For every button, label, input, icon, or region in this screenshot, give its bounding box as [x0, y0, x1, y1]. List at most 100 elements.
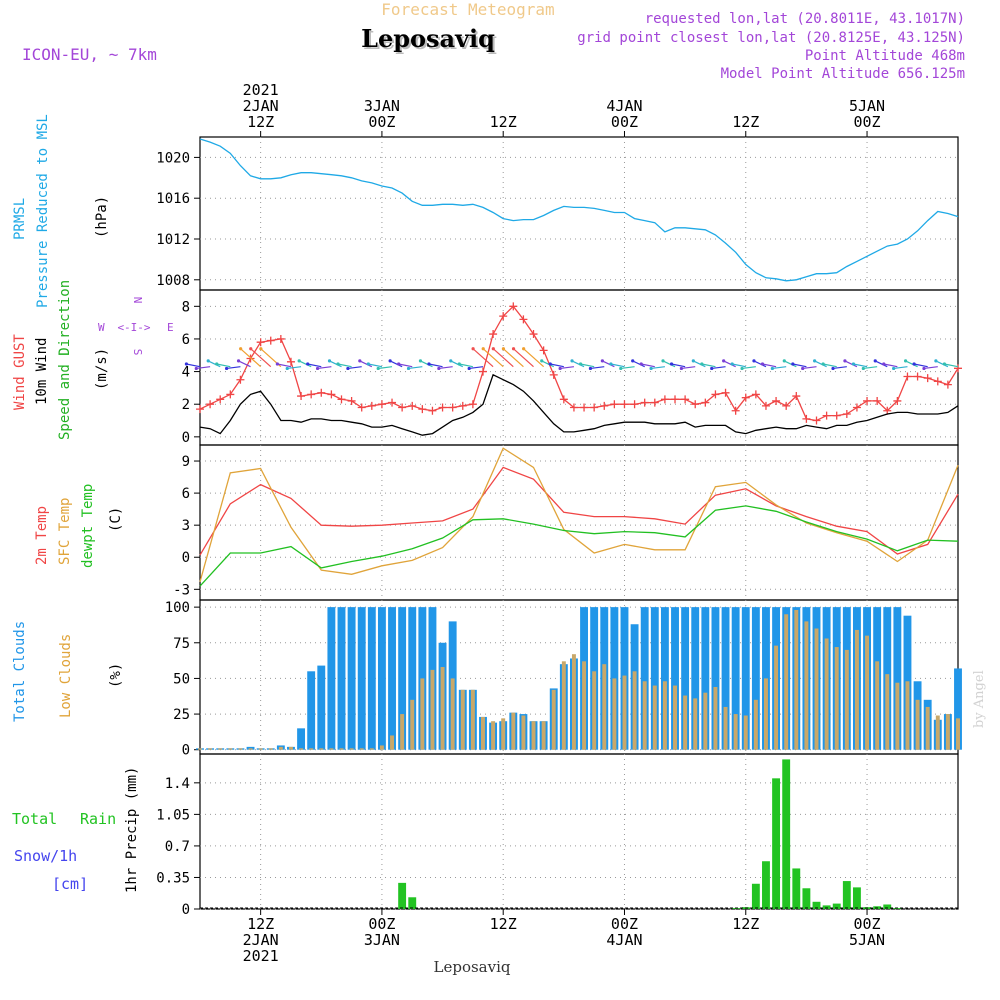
wind-arrow-head — [297, 359, 301, 363]
wind-arrow-head — [346, 366, 350, 371]
gust-marker — [337, 395, 346, 404]
precip-bar — [408, 897, 417, 909]
watermark: by Angel — [972, 670, 987, 728]
percent-unit-label: (%) — [108, 663, 124, 688]
precip-bar — [822, 905, 831, 909]
gust-marker — [761, 401, 770, 410]
wind-labels: Wind GUST 10m Wind Speed and Direction (… — [12, 280, 110, 440]
gust-marker — [559, 395, 568, 404]
low-cloud-bar — [339, 748, 344, 750]
wind-arrow-head — [710, 366, 714, 371]
low-cloud-bar — [390, 735, 394, 750]
gust-marker — [428, 406, 437, 415]
low-cloud-bar — [248, 748, 253, 750]
low-cloud-bar — [288, 746, 293, 750]
plot-area: 1008 1012 1016 1020 0 2 4 6 8 -3 0 3 6 9 0 25 50 75 100 0 0.… — [156, 81, 962, 965]
hpa-unit-label: (hPa) — [94, 196, 110, 238]
low-cloud-bar — [925, 706, 930, 750]
wind-arrow-head — [873, 359, 877, 363]
gust-marker — [681, 395, 690, 404]
wind-arrow-head — [327, 359, 332, 363]
gust-marker — [347, 396, 356, 405]
precip-bar — [731, 908, 740, 909]
wind-arrow — [913, 363, 928, 368]
wind-arrow — [741, 366, 756, 370]
wind-arrow-head — [851, 362, 856, 366]
precip-bar — [792, 868, 801, 909]
series-line-wind-gust — [199, 305, 959, 422]
gust-marker — [741, 393, 750, 402]
wind-arrow — [503, 348, 524, 368]
gust-marker — [772, 396, 781, 405]
gust-marker — [701, 398, 710, 407]
wind-arrow — [632, 360, 645, 368]
precip-bar — [812, 901, 821, 909]
bottom-time-label: 2JAN — [243, 931, 279, 949]
wind-arrow — [893, 366, 908, 370]
low-cloud-bar — [602, 664, 607, 750]
total-cloud-bar — [660, 607, 669, 750]
gust-marker — [236, 375, 245, 384]
total-cloud-bar — [388, 607, 396, 750]
requested-coords: requested lon,lat (20.8011E, 43.1017N) — [645, 11, 965, 27]
low-cloud-bar — [804, 621, 809, 750]
gust-marker — [650, 398, 659, 407]
precip-bar — [802, 888, 811, 909]
precip-bar — [782, 759, 791, 909]
wind-arrow-head — [418, 359, 423, 363]
wind-arrow-head — [609, 362, 613, 366]
wind-gust-label: Wind GUST — [12, 334, 28, 410]
gust-marker — [610, 400, 619, 409]
gust-marker — [620, 400, 629, 409]
y-tick-label: 75 — [173, 636, 190, 652]
y-tick-label: 6 — [182, 486, 190, 502]
rain-label: Rain — [80, 810, 116, 828]
total-cloud-bar — [954, 668, 962, 750]
y-tick-label: 25 — [173, 707, 190, 723]
y-tick-label: 8 — [182, 299, 190, 315]
low-cloud-bar — [521, 715, 526, 750]
total-clouds-label: Total Clouds — [12, 621, 28, 722]
wind-arrow — [641, 363, 655, 368]
low-cloud-bar — [329, 748, 334, 750]
total-cloud-bar — [367, 607, 376, 750]
wind-arrow-head — [843, 359, 847, 363]
gust-marker — [489, 330, 498, 339]
gust-marker — [388, 398, 397, 407]
low-cloud-bar — [278, 746, 283, 750]
low-cloud-bar — [662, 681, 667, 750]
bottom-time-label: 5JAN — [849, 931, 885, 949]
low-cloud-bar — [440, 667, 445, 750]
temperature-frame — [199, 444, 959, 601]
low-cloud-bar — [491, 721, 496, 750]
model-label: ICON-EU, ~ 7km — [22, 45, 157, 64]
wind-arrow-head — [511, 347, 516, 351]
gust-marker — [580, 403, 589, 412]
low-cloud-bar — [885, 674, 890, 750]
low-cloud-bar — [693, 698, 698, 750]
gust-marker — [812, 416, 821, 425]
gust-marker — [519, 315, 528, 324]
series-line-dewpt-temp — [199, 505, 959, 587]
wind-arrow-head — [388, 359, 392, 363]
prmsl-label: PRMSL — [12, 198, 28, 240]
gust-marker — [499, 312, 508, 321]
wind-arrow-head — [669, 362, 674, 366]
wind-arrow — [671, 363, 686, 368]
bottom-time-label: 12Z — [732, 915, 759, 933]
total-cloud-bar — [893, 607, 902, 750]
wind-arrow-head — [760, 362, 765, 366]
total-cloud-bar — [398, 607, 407, 750]
gust-marker — [721, 388, 730, 397]
precip-bar — [893, 908, 902, 909]
low-cloud-bar — [561, 661, 566, 750]
y-tick-label: 0 — [182, 743, 190, 759]
wind-arrow — [823, 363, 837, 368]
gust-marker — [357, 403, 366, 412]
gust-marker — [327, 390, 336, 399]
wind-arrow — [329, 360, 342, 368]
wind-arrow-head — [882, 362, 886, 366]
wind-arrow — [711, 366, 726, 370]
low-cloud-bar — [784, 614, 789, 750]
wind-arrow-head — [275, 362, 279, 366]
